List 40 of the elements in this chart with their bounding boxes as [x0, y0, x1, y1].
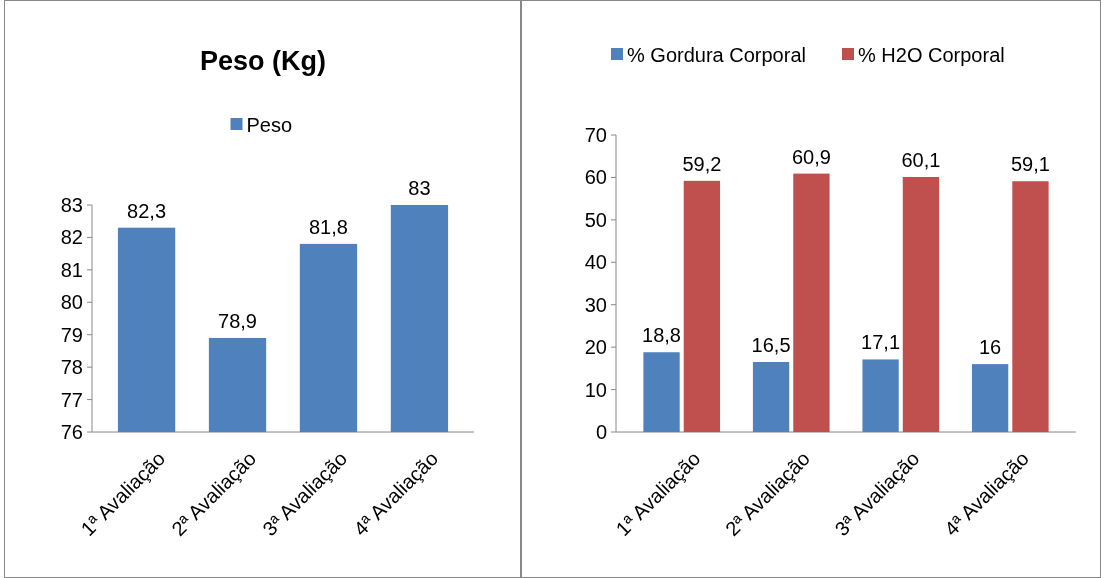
legend-label: Peso: [246, 114, 293, 136]
y-tick-label: 78: [60, 356, 83, 379]
y-tick-label: 70: [584, 124, 607, 146]
y-tick-label: 76: [60, 421, 83, 443]
y-tick-label: 60: [584, 166, 607, 189]
y-tick-label: 79: [60, 323, 83, 346]
data-label: 82,3: [127, 199, 167, 222]
bar: [752, 361, 790, 432]
data-label: 59,2: [682, 152, 722, 175]
y-tick-label: 20: [584, 336, 607, 359]
y-tick-label: 40: [584, 251, 607, 274]
data-label: 83: [408, 177, 431, 199]
data-label: 16,5: [751, 333, 791, 356]
bar: [862, 359, 899, 432]
bar: [902, 177, 940, 432]
y-tick-label: 80: [60, 291, 83, 314]
y-tick-label: 10: [584, 378, 607, 401]
y-tick-label: 77: [60, 388, 83, 411]
y-tick-label: 81: [60, 258, 83, 281]
y-tick-label: 83: [60, 194, 83, 216]
data-label: 60,9: [791, 145, 831, 168]
legend-label: % H2O Corporal: [858, 44, 1005, 66]
y-tick-label: 30: [584, 293, 607, 316]
bar: [1012, 181, 1049, 432]
y-tick-label: 50: [584, 208, 607, 231]
bar: [793, 173, 830, 432]
data-label: 81,8: [309, 215, 348, 238]
data-label: 78,9: [218, 309, 257, 332]
legend-label: % Gordura Corporal: [627, 44, 806, 66]
y-tick-label: 82: [60, 226, 83, 249]
y-tick-label: 0: [595, 421, 607, 443]
chart-title: Peso (Kg): [199, 46, 327, 76]
bar: [971, 364, 1009, 432]
bar: [683, 180, 721, 432]
data-label: 60,1: [901, 149, 941, 171]
data-label: 17,1: [861, 331, 901, 354]
data-label: 59,1: [1010, 153, 1050, 176]
data-label: 16: [978, 336, 1002, 359]
bar: [643, 352, 680, 432]
data-label: 18,8: [642, 324, 682, 347]
